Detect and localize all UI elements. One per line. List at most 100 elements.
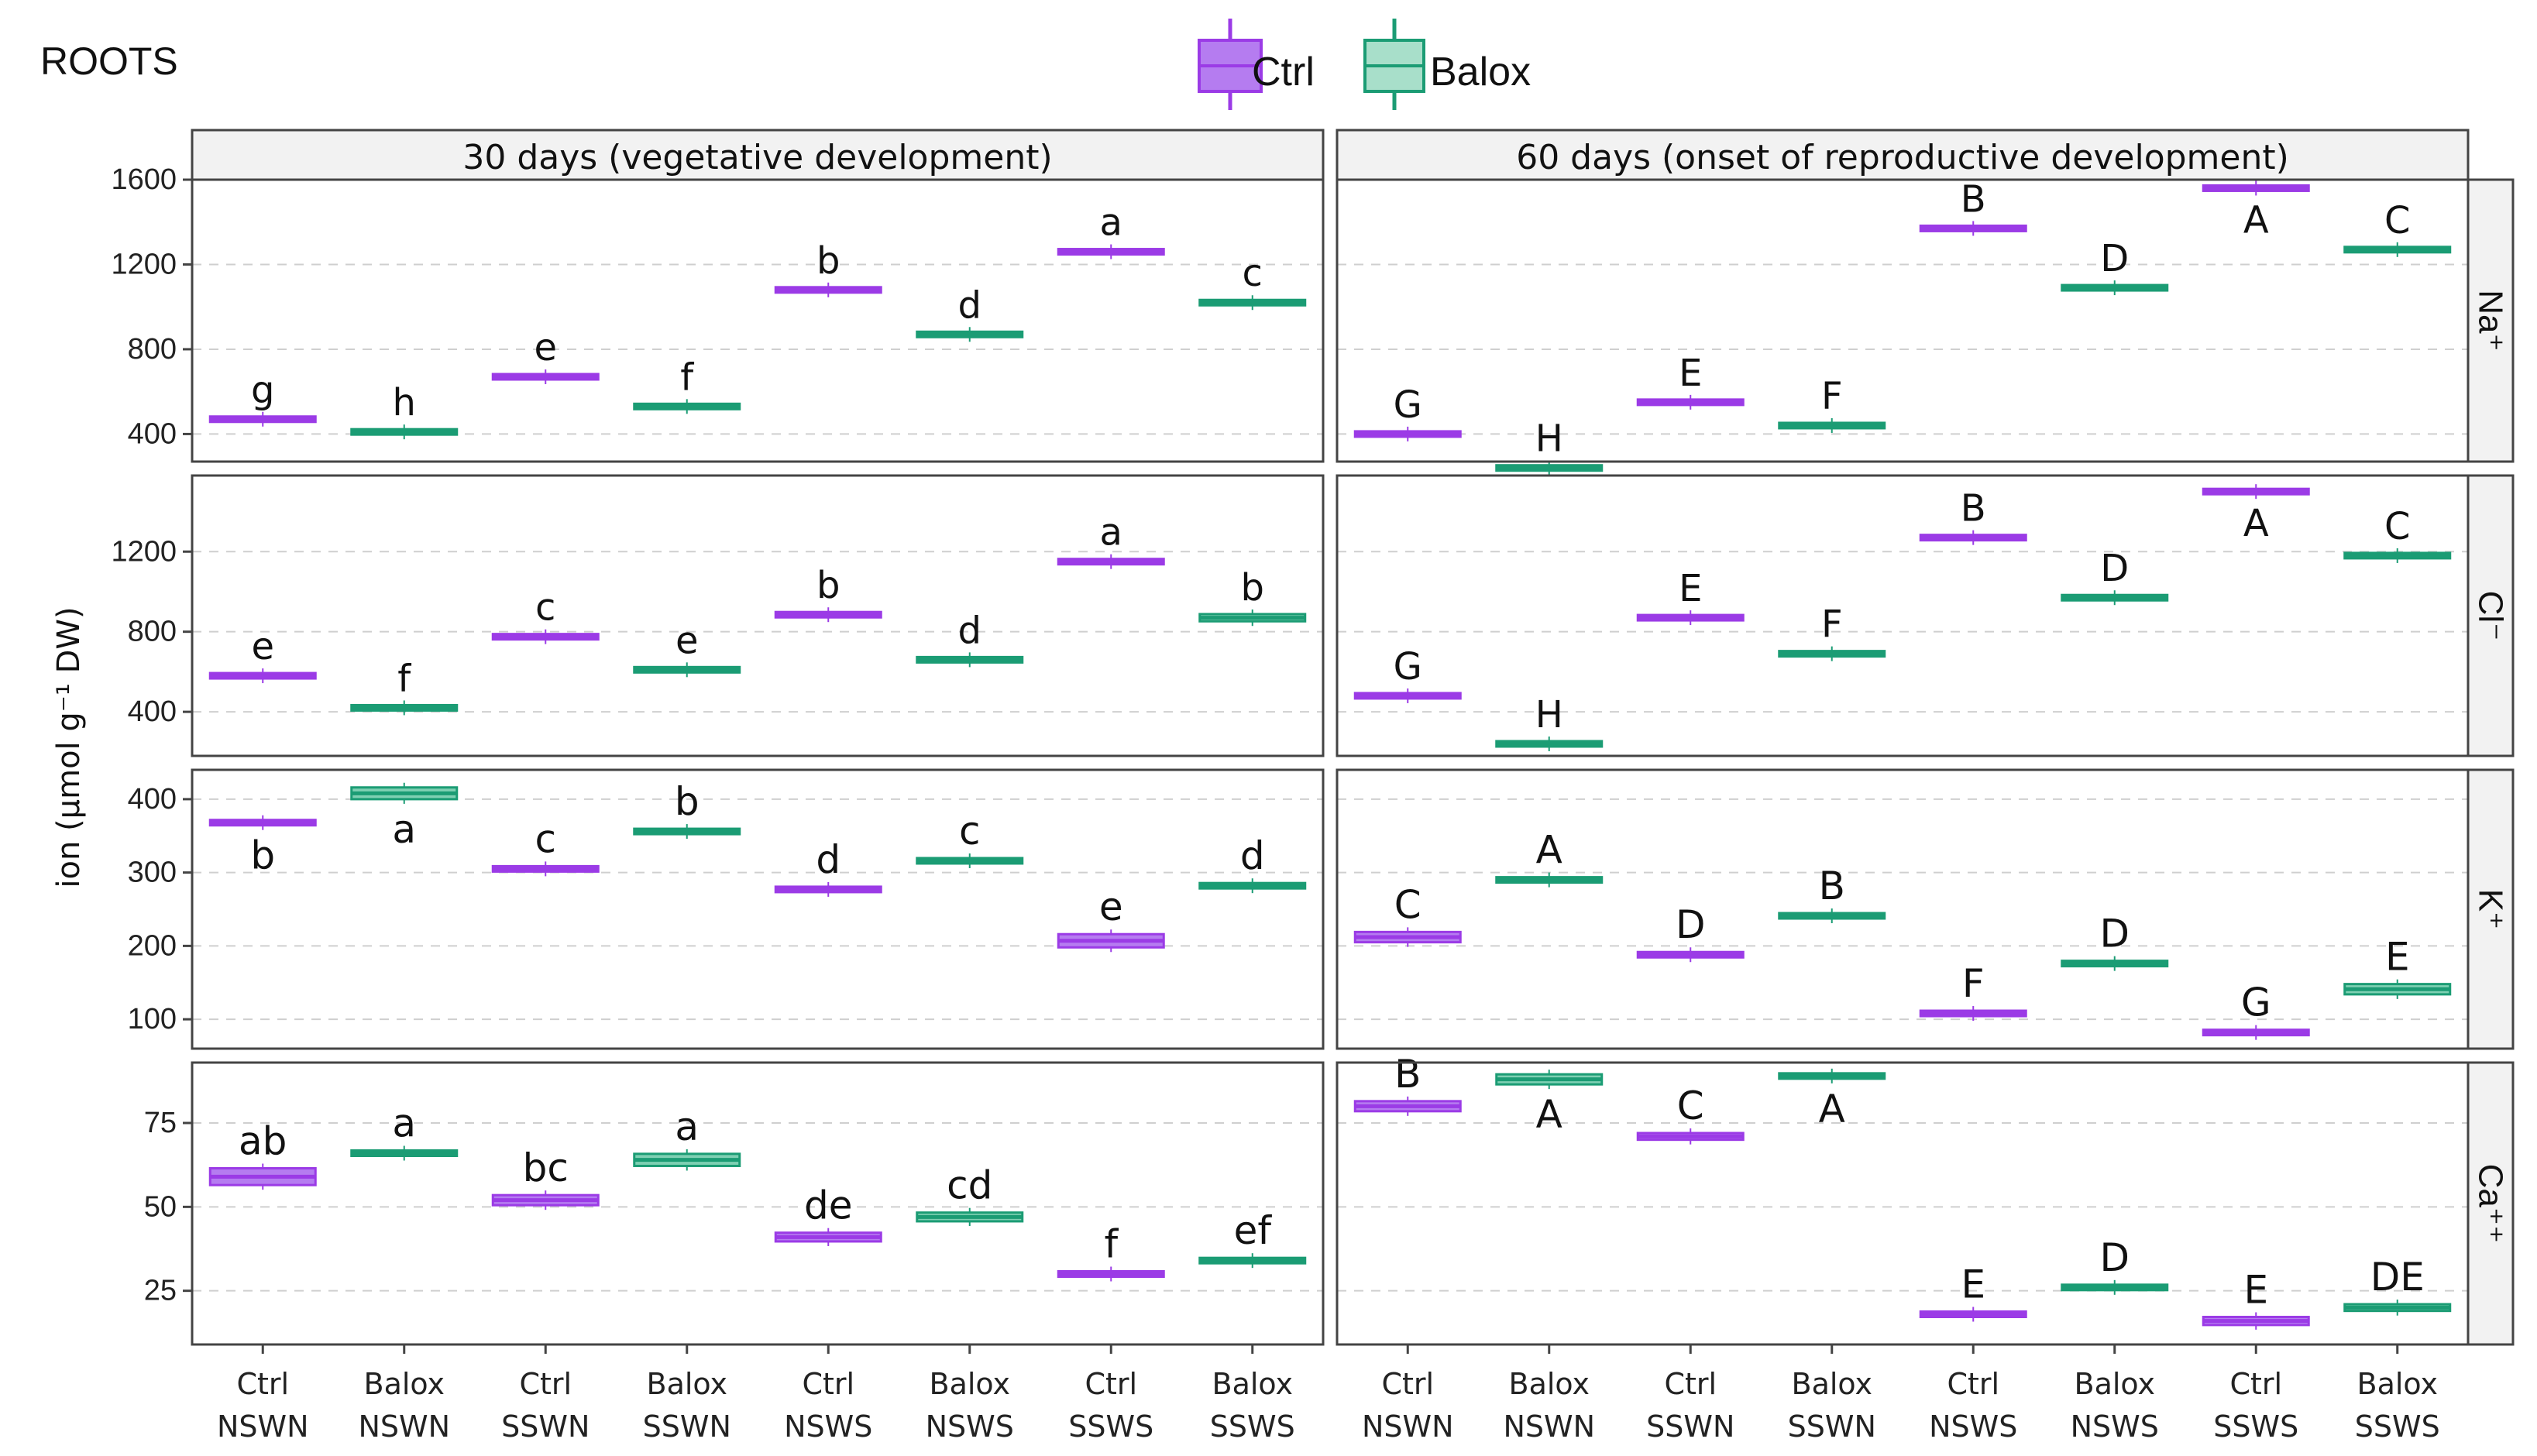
panel-border <box>191 768 1325 1050</box>
significance-letter: d <box>958 609 981 652</box>
panel-border <box>1336 178 2470 463</box>
x-tick-label-treatment: Balox <box>1509 1367 1590 1401</box>
significance-letter: f <box>1104 1222 1119 1267</box>
panel-background <box>1337 476 2468 756</box>
x-tick-label-treatment: Balox <box>364 1367 445 1401</box>
y-axis-label: ion (µmol g⁻¹ DW) <box>51 606 87 888</box>
x-tick-label-line: NSWS <box>2071 1410 2159 1444</box>
significance-letter: F <box>1962 961 1985 1006</box>
y-tick-label: 50 <box>144 1190 177 1223</box>
y-tick-label: 1200 <box>111 248 177 280</box>
y-tick-label: 1200 <box>111 535 177 568</box>
significance-letter: bc <box>523 1145 569 1190</box>
legend: Ctrl Balox <box>1198 19 1531 110</box>
significance-letter: b <box>675 779 700 824</box>
x-tick-label-treatment: Balox <box>2357 1367 2438 1401</box>
panel-background <box>192 476 1323 756</box>
figure-label: ROOTS <box>40 39 178 83</box>
significance-letter: b <box>816 239 840 283</box>
significance-letter: f <box>680 355 694 399</box>
y-tick-label: 800 <box>128 616 177 648</box>
significance-letter: A <box>1536 828 1562 873</box>
significance-letter: de <box>804 1183 853 1228</box>
significance-letter: d <box>958 283 981 327</box>
column-strip-label: 30 days (vegetative development) <box>462 138 1052 177</box>
panel-border <box>1336 1061 2470 1346</box>
x-tick-label-treatment: Ctrl <box>1664 1367 1717 1401</box>
x-tick-label-line: SSWS <box>1068 1410 1153 1444</box>
facet-panel: G H E F B D A C <box>1336 474 2470 757</box>
significance-letter: ef <box>1234 1208 1273 1253</box>
y-tick-label: 100 <box>128 1003 177 1035</box>
significance-letter: a <box>392 1101 416 1146</box>
significance-letter: B <box>1961 487 1986 531</box>
panel-border <box>191 474 1325 757</box>
x-tick-label-treatment: Balox <box>1212 1367 1293 1401</box>
significance-letter: C <box>1677 1083 1704 1128</box>
y-tick-label: 400 <box>128 417 177 450</box>
legend-balox-key <box>1363 19 1425 110</box>
column-strip-box <box>191 129 1325 181</box>
y-tick-label: 400 <box>128 783 177 816</box>
x-tick-label-line: NSWS <box>926 1410 1014 1444</box>
y-tick-label: 300 <box>128 857 177 889</box>
facet-panel: 25 50 75 ab a bc a de cd f ef <box>144 1061 1325 1346</box>
significance-letter: d <box>816 837 841 882</box>
significance-letter: e <box>676 619 699 662</box>
significance-letter: cd <box>947 1163 992 1208</box>
significance-letter: A <box>1536 1092 1562 1137</box>
significance-letter: C <box>2384 505 2411 548</box>
x-tick-label-treatment: Balox <box>2075 1367 2155 1401</box>
x-tick-label-line: NSWN <box>217 1410 309 1444</box>
x-tick-label-treatment: Balox <box>647 1367 727 1401</box>
x-tick-label-treatment: Ctrl <box>519 1367 572 1401</box>
panel-border <box>1336 768 2470 1050</box>
significance-letter: E <box>1961 1262 1985 1307</box>
panel-background <box>1337 180 2468 462</box>
x-tick-label-treatment: Balox <box>1792 1367 1872 1401</box>
x-axis-labels: Ctrl NSWN Balox NSWN Ctrl SSWN Balox SSWN Ctrl NS… <box>217 1344 2440 1444</box>
row-strip-label: K⁺ <box>2472 889 2510 930</box>
x-tick-label-line: SSWS <box>2213 1410 2298 1444</box>
significance-letter: a <box>675 1104 699 1149</box>
facet-panel: 100 200 300 400 b a c b d c e d <box>128 768 1325 1050</box>
y-tick-label: 400 <box>128 695 177 728</box>
significance-letter: a <box>392 807 416 852</box>
significance-letter: f <box>397 657 411 700</box>
x-tick-label-treatment: Ctrl <box>802 1367 854 1401</box>
significance-letter: D <box>2099 912 2130 956</box>
x-tick-label-treatment: Ctrl <box>2229 1367 2282 1401</box>
significance-letter: B <box>1394 1052 1421 1097</box>
significance-letter: e <box>1099 884 1123 929</box>
x-tick-label-line: SSWN <box>501 1410 590 1444</box>
facet-panel: 400 800 1200 1600 g h e f b d a c <box>111 163 1325 463</box>
x-tick-label-line: SSWN <box>1788 1410 1876 1444</box>
significance-letter: A <box>1819 1087 1845 1131</box>
row-strip-box <box>2467 1061 2515 1346</box>
x-tick-label-line: SSWS <box>1210 1410 1295 1444</box>
panel-border <box>1336 474 2470 757</box>
significance-letter: c <box>535 586 555 630</box>
panel-border <box>191 1061 1325 1346</box>
significance-letter: b <box>250 833 275 878</box>
row-strip-label: Na⁺ <box>2472 290 2510 351</box>
x-tick-label-line: NSWS <box>784 1410 872 1444</box>
row-strips: Na⁺ Cl⁻ K⁺ Ca⁺⁺ <box>2467 178 2515 1346</box>
significance-letter: d <box>1240 833 1265 878</box>
facet-panel: C A D B F D G E <box>1336 768 2470 1050</box>
significance-letter: e <box>251 625 274 668</box>
significance-letter: a <box>1100 201 1122 245</box>
significance-letter: D <box>2100 547 2129 590</box>
significance-letter: h <box>393 381 416 424</box>
panel-background <box>192 770 1323 1049</box>
x-tick-label-line: NSWS <box>1929 1410 2017 1444</box>
x-tick-label-treatment: Ctrl <box>236 1367 289 1401</box>
significance-letter: a <box>1100 511 1122 555</box>
panel-background <box>192 1063 1323 1344</box>
row-strip-label: Ca⁺⁺ <box>2472 1164 2510 1244</box>
x-tick-label-line: SSWN <box>643 1410 731 1444</box>
significance-letter: G <box>1394 645 1422 689</box>
significance-letter: A <box>2243 198 2269 242</box>
